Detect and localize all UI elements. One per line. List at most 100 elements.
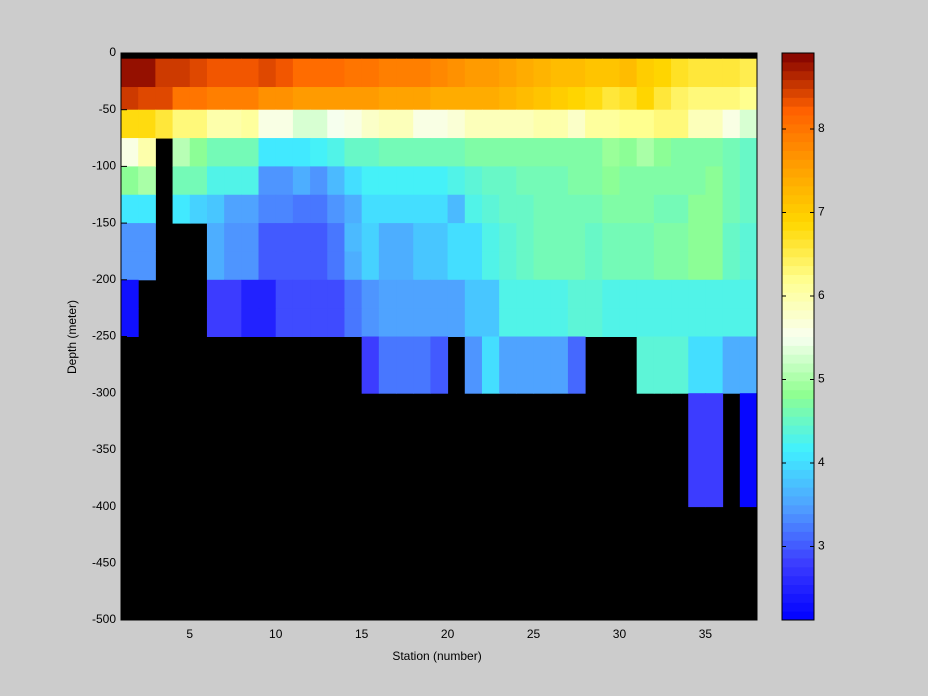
heatmap-cell [413, 58, 431, 88]
heatmap-cell [516, 194, 535, 224]
colorbar-swatch [782, 115, 814, 125]
heatmap-cell [361, 58, 380, 88]
y-tick-label: -500 [92, 612, 116, 626]
x-tick-label: 10 [269, 627, 283, 641]
colorbar-swatch [782, 177, 814, 187]
heatmap-cell [430, 194, 449, 224]
colorbar-swatch [782, 513, 814, 524]
heatmap-cell [430, 223, 449, 252]
heatmap-cell [722, 336, 741, 394]
heatmap-cell [653, 138, 672, 167]
heatmap-cell [567, 251, 586, 281]
y-tick-label: -400 [92, 499, 116, 513]
heatmap-cell [138, 87, 156, 111]
heatmap-cell [636, 87, 655, 111]
heatmap-cell [533, 58, 552, 88]
heatmap-cell [310, 58, 328, 88]
heatmap-cell [567, 194, 586, 224]
heatmap-cell [396, 279, 414, 309]
heatmap-cell [464, 194, 483, 224]
heatmap-cell [241, 138, 260, 167]
heatmap-cell [258, 223, 277, 252]
heatmap-cell [327, 87, 345, 111]
colorbar-swatch [782, 256, 814, 267]
heatmap-cell [327, 109, 345, 139]
heatmap-cell [464, 166, 483, 196]
heatmap-cell [258, 109, 277, 139]
heatmap-cell [739, 58, 758, 88]
heatmap-cell [447, 138, 466, 167]
heatmap-cell [310, 194, 328, 224]
heatmap-cell [585, 138, 603, 167]
heatmap-cell [310, 166, 328, 196]
heatmap-cell [224, 109, 242, 139]
heatmap-cell [516, 87, 535, 111]
heatmap-cell [378, 166, 397, 196]
heatmap-cell [344, 223, 363, 252]
heatmap-cell [430, 58, 449, 88]
heatmap-cell [722, 138, 741, 167]
colorbar-swatch [782, 407, 814, 417]
heatmap-cell [396, 308, 414, 337]
heatmap-cell [413, 87, 431, 111]
heatmap-cell [567, 279, 586, 309]
heatmap-cell [121, 109, 139, 139]
heatmap-cell [602, 138, 620, 167]
heatmap-cell [653, 279, 672, 309]
x-tick-label: 5 [186, 627, 193, 641]
heatmap-cell [121, 87, 139, 111]
heatmap-cell [636, 251, 655, 281]
colorbar-swatch [782, 416, 814, 426]
heatmap-cell [361, 109, 380, 139]
heatmap-cell [705, 58, 724, 88]
heatmap-cell [499, 58, 517, 88]
colorbar-swatch [782, 283, 814, 293]
heatmap-cell [275, 166, 294, 196]
x-tick-label: 30 [613, 627, 627, 641]
heatmap-cell [722, 279, 741, 309]
heatmap-cell [550, 87, 569, 111]
heatmap-cell [275, 138, 294, 167]
heatmap-cell [722, 194, 741, 224]
heatmap-cell [241, 87, 260, 111]
heatmap-cell [739, 308, 758, 337]
heatmap-cell [739, 279, 758, 309]
colorbar-swatch [782, 389, 814, 400]
heatmap-cell [258, 87, 277, 111]
heatmap-cell [499, 279, 517, 309]
colorbar-swatch [782, 354, 814, 364]
heatmap-cell [722, 308, 741, 337]
heatmap-cell [327, 166, 345, 196]
heatmap-cell [310, 279, 328, 309]
heatmap-cell [516, 251, 535, 281]
heatmap-cell [619, 109, 638, 139]
heatmap-cell [739, 393, 758, 508]
heatmap-cell [189, 87, 208, 111]
colorbar-swatch [782, 522, 814, 532]
heatmap-cell [121, 251, 139, 281]
heatmap-cell [739, 251, 758, 281]
colorbar-tick-label: 4 [818, 455, 825, 469]
heatmap-cell [206, 308, 225, 337]
heatmap-cell [378, 279, 397, 309]
heatmap-cell [327, 138, 345, 167]
heatmap-cell [241, 251, 260, 281]
colorbar-swatch [782, 425, 814, 435]
heatmap-cell [241, 308, 260, 337]
heatmap-cell [636, 336, 655, 394]
y-tick-label: -150 [92, 215, 116, 229]
heatmap-cell [671, 308, 689, 337]
heatmap-cell [481, 109, 500, 139]
heatmap-cell [292, 194, 311, 224]
heatmap-cell [705, 279, 724, 309]
heatmap-cell [241, 109, 260, 139]
heatmap-cell [292, 308, 311, 337]
colorbar-swatch [782, 566, 814, 577]
heatmap-cell [275, 87, 294, 111]
heatmap-cell [206, 87, 225, 111]
heatmap-cell [447, 251, 466, 281]
heatmap-cell [447, 58, 466, 88]
heatmap-cell [481, 308, 500, 337]
heatmap-cell [688, 87, 706, 111]
colorbar-swatch [782, 221, 814, 231]
